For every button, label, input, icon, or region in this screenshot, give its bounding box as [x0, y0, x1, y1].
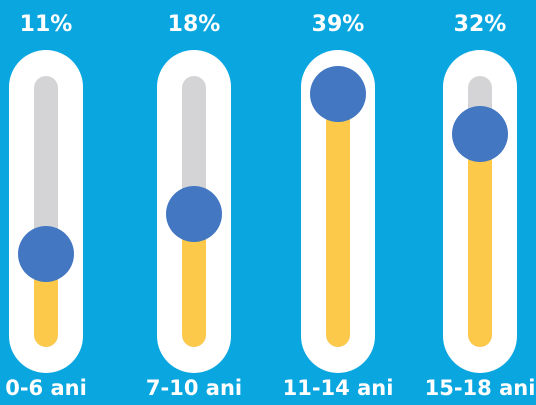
slider-knob — [452, 105, 508, 162]
bar-group-2: 39% 11-14 ani — [283, 0, 394, 405]
value-label: 32% — [453, 12, 507, 37]
category-label: 0-6 ani — [5, 376, 87, 400]
bar-fill — [326, 93, 350, 347]
slider-knob — [166, 185, 222, 242]
slider-pill — [301, 50, 375, 373]
value-label: 18% — [167, 12, 221, 37]
bar-group-1: 18% 7-10 ani — [146, 0, 242, 405]
bar-group-0: 11% 0-6 ani — [0, 0, 92, 405]
bar-fill — [468, 133, 492, 347]
value-label: 39% — [311, 12, 365, 37]
slider-pill — [443, 50, 517, 373]
category-label: 15-18 ani — [424, 376, 536, 400]
slider-knob — [18, 226, 74, 283]
bar-group-3: 32% 15-18 ani — [425, 0, 536, 405]
slider-pill — [157, 50, 231, 373]
category-label: 7-10 ani — [145, 376, 243, 400]
slider-knob — [310, 65, 366, 122]
slider-track — [34, 76, 58, 347]
slider-pill — [9, 50, 83, 373]
category-label: 11-14 ani — [282, 376, 394, 400]
value-label: 11% — [19, 12, 73, 37]
